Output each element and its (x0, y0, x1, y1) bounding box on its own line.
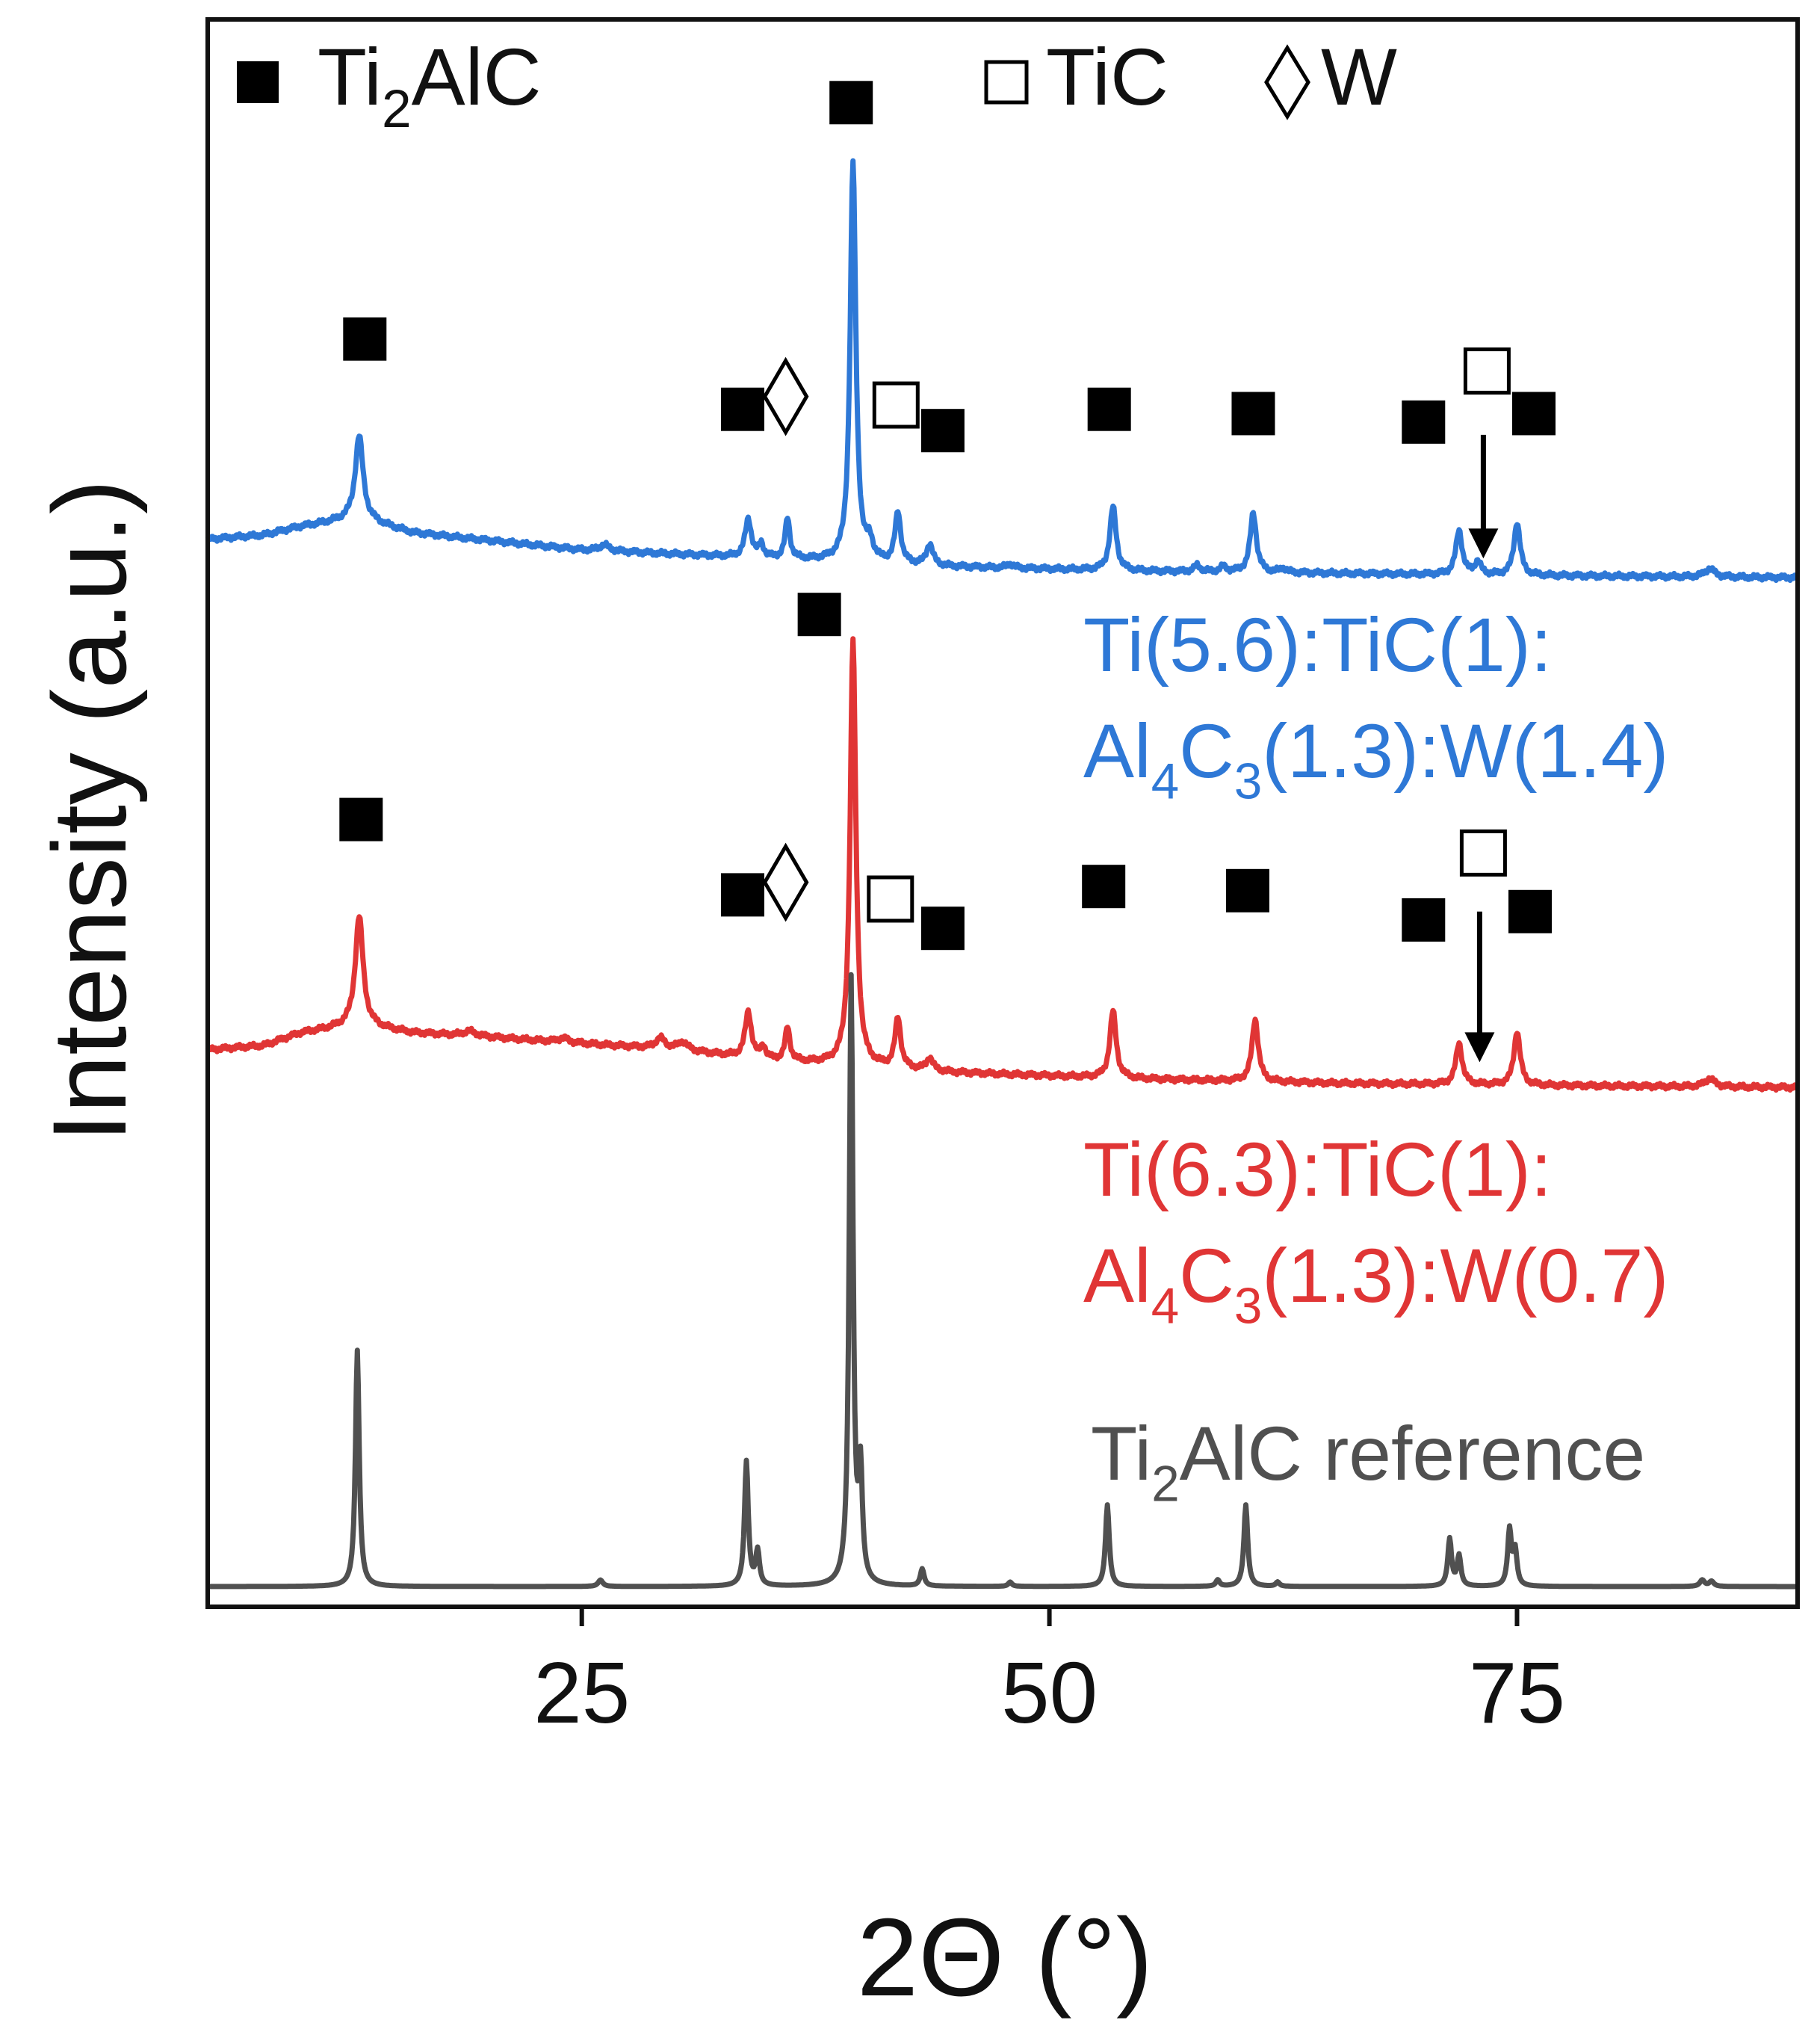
phase-marker-open-w14-4 (872, 381, 920, 429)
phase-marker-filled-w07-8 (1402, 898, 1446, 942)
series-label-ref-0: Ti2AlC reference (1091, 1411, 1645, 1513)
plot-frame (205, 17, 1800, 1609)
series-labels: Ti(5.6):TiC(1): Al4C3(1.3):W(1.4) Ti(6.3):… (1083, 602, 1668, 1513)
phase-marker-filled-w14-0 (343, 317, 387, 361)
legend-marker-open-square (984, 60, 1029, 105)
legend-marker-filled-square (237, 61, 279, 103)
legend-label-0: Ti2AlC (318, 31, 542, 139)
series-label-w07-0: Ti(6.3):TiC(1): (1083, 1127, 1552, 1212)
phase-marker-open-w07-4 (867, 875, 914, 923)
legend-marker-diamond (1264, 44, 1310, 120)
arrow-head-w07 (1464, 1032, 1495, 1063)
series-label-w14-0: Ti(5.6):TiC(1): (1083, 602, 1552, 688)
legend-label-1: TiC (1046, 31, 1169, 122)
y-axis-title: Intensity (a.u.) (31, 479, 148, 1142)
traces-layer (205, 158, 1800, 1590)
axes-layer: 25 50 75 (533, 1607, 1565, 1741)
x-tick-label-50: 50 (1001, 1644, 1098, 1741)
legend-label-2: W (1321, 31, 1397, 122)
series-line-w07 (205, 636, 1800, 1093)
phase-marker-filled-w14-10 (1512, 392, 1556, 436)
annotations-layer (339, 81, 1556, 1063)
arrow-head-w14 (1468, 528, 1499, 559)
phase-marker-filled-w14-6 (1087, 387, 1131, 431)
phase-marker-filled-w07-6 (1082, 865, 1126, 909)
phase-marker-filled-w14-5 (920, 409, 965, 453)
x-tick-label-25: 25 (533, 1644, 630, 1741)
phase-marker-filled-w14-1 (721, 387, 765, 431)
phase-marker-filled-w07-0 (339, 797, 383, 841)
phase-marker-filled-w14-8 (1402, 400, 1446, 444)
series-label-w07-1: Al4C3(1.3):W(0.7) (1083, 1233, 1668, 1335)
x-tick-label-75: 75 (1469, 1644, 1565, 1741)
legend: Ti2AlC TiC W (237, 31, 1397, 139)
series-label-w14-1: Al4C3(1.3):W(1.4) (1083, 708, 1668, 810)
phase-marker-diamond-w14-2 (762, 356, 809, 436)
phase-marker-filled-w14-7 (1231, 392, 1275, 436)
phase-marker-filled-w07-5 (920, 907, 965, 951)
phase-marker-diamond-w07-2 (762, 842, 809, 922)
phase-marker-filled-w07-7 (1225, 868, 1269, 912)
phase-marker-filled-w07-10 (1508, 889, 1552, 933)
phase-marker-filled-w14-3 (829, 81, 873, 125)
x-axis-title: 2Θ (°) (857, 1896, 1153, 2019)
phase-marker-open-w14-9 (1463, 347, 1511, 395)
phase-marker-filled-w07-3 (797, 593, 841, 637)
phase-marker-open-w07-9 (1459, 829, 1507, 877)
phase-marker-filled-w07-1 (721, 873, 765, 917)
series-line-w14 (205, 158, 1800, 583)
series-line-ref (205, 972, 1800, 1590)
